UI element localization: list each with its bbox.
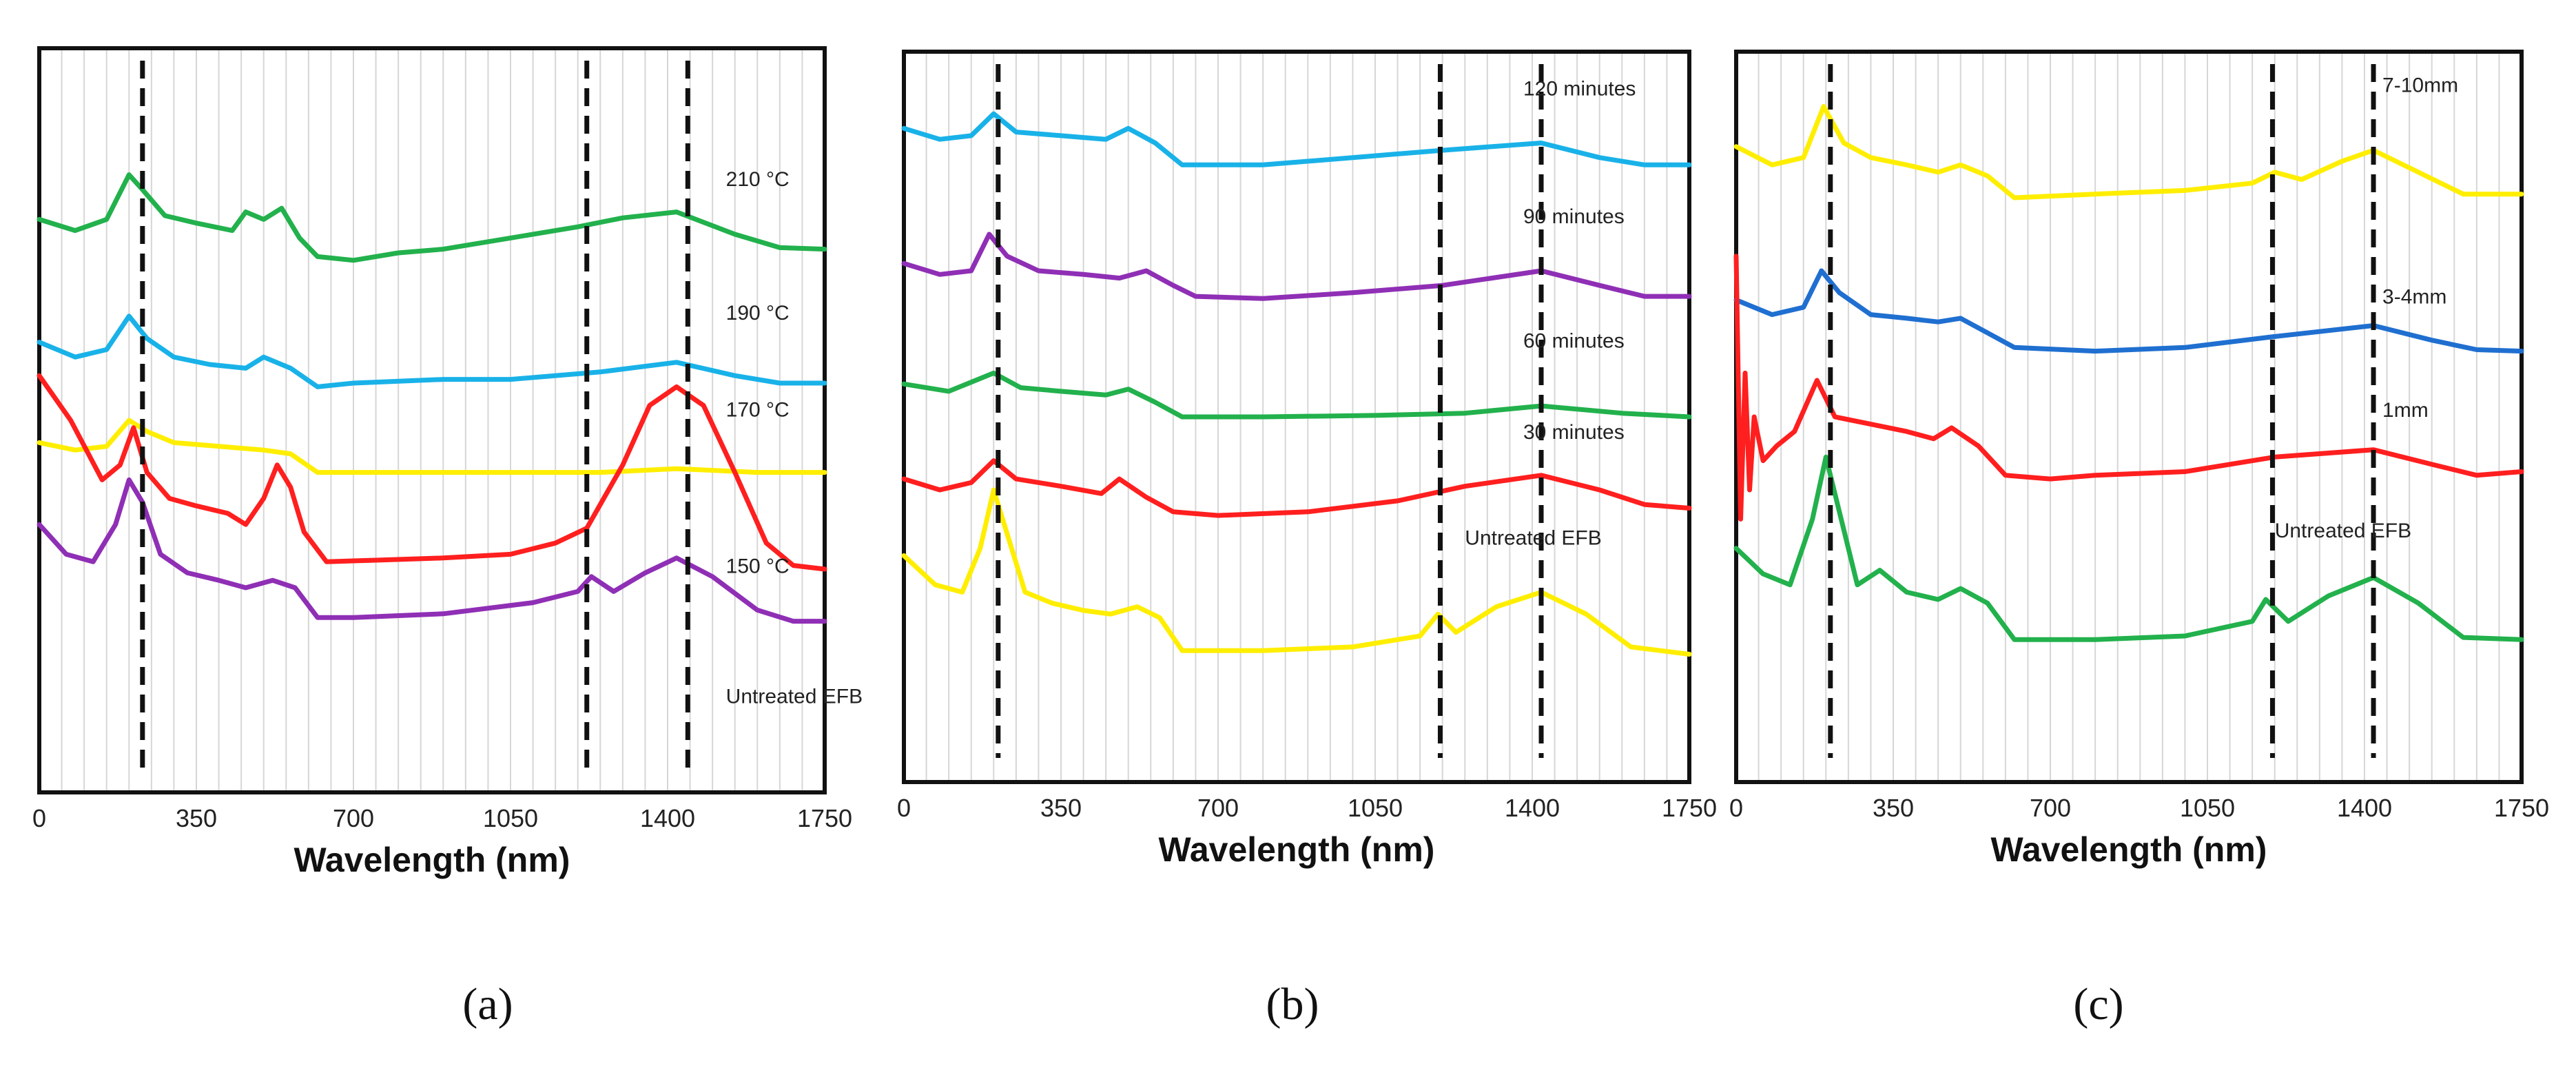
chart-panel-c: 7-10mm 3-4mm 1mm Untreated EFB 0 350 700 1050 14… <box>1729 50 2549 869</box>
series-label-b-0: 120 minutes <box>1523 78 1636 101</box>
x-tick-label-a-0: 0 <box>32 804 46 832</box>
x-tick-label-c-0: 0 <box>1729 794 1743 822</box>
chart-panel-a: 210 °C 190 °C 170 °C 150 °C Untreated EFB 0 35… <box>32 46 863 879</box>
x-tick-label-c-2: 700 <box>2030 794 2071 822</box>
plot-frame <box>1734 50 2524 784</box>
series-line-c-1 <box>1733 268 2524 354</box>
series-label-a-3: 150 °C <box>726 555 790 577</box>
series-label-b-2: 60 minutes <box>1523 329 1625 352</box>
series-label-a-2: 170 °C <box>726 399 790 422</box>
caption-c: (c) <box>2073 979 2124 1029</box>
series-line-b-0 <box>901 111 1692 167</box>
series-line-c-0 <box>1733 104 2524 201</box>
series-label-b-4: Untreated EFB <box>1465 527 1601 550</box>
series-line-b-4 <box>901 487 1692 657</box>
x-tick-label-c-5: 1750 <box>2494 794 2549 822</box>
x-tick-label-c-1: 350 <box>1873 794 1914 822</box>
x-tick-label-b-4: 1400 <box>1505 794 1560 822</box>
x-tick-label-a-1: 350 <box>176 804 217 832</box>
series-label-c-3: Untreated EFB <box>2275 520 2411 542</box>
series-label-c-0: 7-10mm <box>2382 74 2458 96</box>
x-tick-label-a-3: 1050 <box>483 804 538 832</box>
x-axis-title-c: Wavelength (nm) <box>1991 830 2267 869</box>
series-line-b-1 <box>901 232 1692 301</box>
x-axis-title-b: Wavelength (nm) <box>1159 830 1435 869</box>
x-tick-label-a-4: 1400 <box>640 804 695 832</box>
x-tick-label-b-3: 1050 <box>1348 794 1403 822</box>
series-line-a-2 <box>37 418 827 475</box>
x-tick-label-a-5: 1750 <box>797 804 852 832</box>
plot-frame <box>37 46 827 794</box>
caption-b: (b) <box>1266 979 1319 1029</box>
series-line-b-3 <box>901 458 1692 518</box>
series-line-c-3 <box>1733 454 2524 642</box>
series-line-c-2 <box>1733 254 2524 522</box>
x-tick-label-a-2: 700 <box>333 804 374 832</box>
series-line-a-1 <box>37 314 827 389</box>
series-label-c-1: 3-4mm <box>2382 286 2446 309</box>
x-tick-label-b-5: 1750 <box>1662 794 1717 822</box>
series-label-c-2: 1mm <box>2382 399 2429 422</box>
x-tick-label-b-0: 0 <box>897 794 911 822</box>
x-tick-label-c-4: 1400 <box>2337 794 2392 822</box>
series-label-a-1: 190 °C <box>726 302 790 325</box>
series-label-a-4: Untreated EFB <box>726 685 863 708</box>
caption-a: (a) <box>462 979 513 1029</box>
series-line-b-2 <box>901 370 1692 420</box>
x-tick-label-b-1: 350 <box>1040 794 1082 822</box>
x-tick-label-b-2: 700 <box>1197 794 1239 822</box>
series-line-a-0 <box>37 172 827 263</box>
series-label-b-3: 30 minutes <box>1523 421 1625 444</box>
series-label-b-1: 90 minutes <box>1523 205 1625 228</box>
x-tick-label-c-3: 1050 <box>2180 794 2235 822</box>
x-axis-title-a: Wavelength (nm) <box>294 841 570 879</box>
series-label-a-0: 210 °C <box>726 168 790 191</box>
series-line-a-4 <box>37 477 827 624</box>
chart-panel-b: 120 minutes 90 minutes 60 minutes 30 minute… <box>897 50 1717 869</box>
